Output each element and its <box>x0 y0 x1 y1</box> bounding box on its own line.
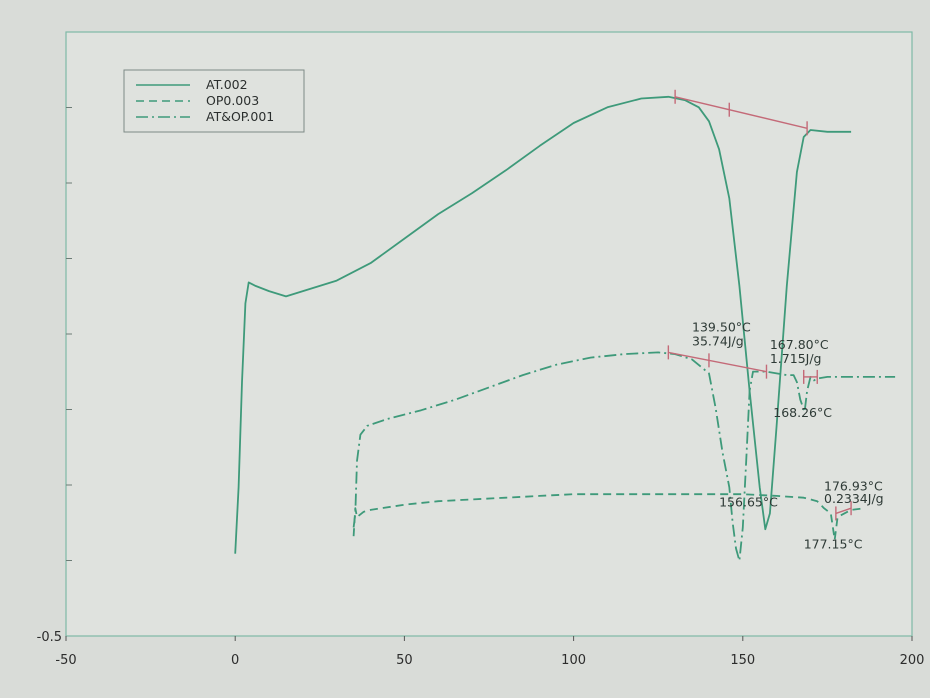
annotation-label: 0.2334J/g <box>824 491 884 506</box>
series-line-3 <box>352 351 896 562</box>
series-line-1 <box>234 95 852 554</box>
x-tick-label: 100 <box>561 653 586 668</box>
x-axis: -50 0 50 100 150 200 -0.5 <box>37 630 925 668</box>
integration-baselines <box>667 89 852 521</box>
annotation-label: 176.93°C <box>824 479 883 494</box>
x-tick-label: 0 <box>231 653 239 668</box>
annotation-label: 35.74J/g <box>692 333 744 348</box>
legend-box <box>123 69 305 133</box>
legend-label: AT&OP.001 <box>206 109 274 124</box>
baseline-2 <box>668 351 767 373</box>
y-tick-label: -0.5 <box>37 630 62 645</box>
peak-annotations: 139.50°C35.74J/g 167.80°C1.715J/g 168.26°C… <box>692 319 884 551</box>
annotation-label: 167.80°C <box>770 337 829 352</box>
annotation-label: 168.26°C <box>773 405 832 420</box>
legend-label: AT.002 <box>206 77 248 92</box>
x-tick-label: 150 <box>730 653 755 668</box>
plot-area-border <box>65 31 913 637</box>
plot-frame <box>65 31 913 637</box>
annotation-label: 156.65°C <box>719 494 778 509</box>
legend-label: OP0.003 <box>206 93 259 108</box>
series-line-2 <box>352 493 865 541</box>
annotation-label: 139.50°C <box>692 319 751 334</box>
baseline-1 <box>674 96 808 129</box>
annotation-label: 177.15°C <box>804 536 863 551</box>
baseline-4 <box>835 507 852 515</box>
plot-series <box>234 95 896 562</box>
x-tick-label: 50 <box>396 653 413 668</box>
x-tick-label: -50 <box>55 653 76 668</box>
x-tick-label: 200 <box>900 653 925 668</box>
annotation-label: 1.715J/g <box>770 351 822 366</box>
